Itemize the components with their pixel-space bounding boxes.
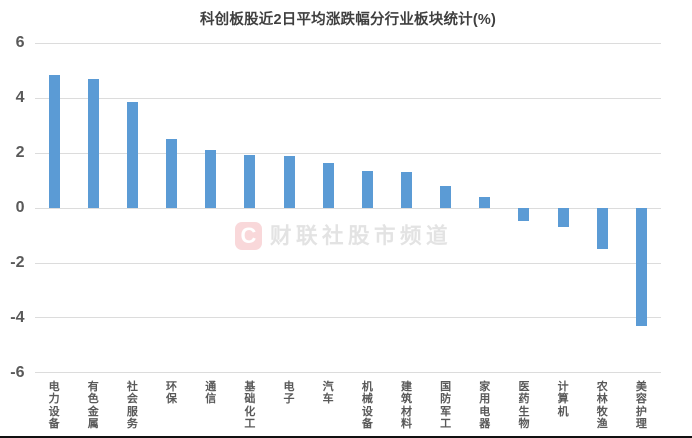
- x-axis-label: 社会服务: [126, 381, 138, 430]
- x-axis-label: 国防军工: [440, 381, 452, 430]
- y-axis-tick-label: 2: [15, 144, 25, 162]
- y-axis-tick-label: -2: [10, 254, 25, 271]
- x-axis-label: 电子: [283, 381, 295, 406]
- x-axis-label: 计算机: [557, 381, 569, 418]
- bar-社会服务: [126, 101, 138, 209]
- bar-医药生物: [518, 208, 530, 221]
- x-axis-label: 电力设备: [48, 381, 60, 430]
- x-axis-label: 机械设备: [361, 381, 373, 430]
- y-axis-tick-label: 4: [15, 89, 25, 107]
- bottom-divider: [0, 436, 692, 438]
- y-axis-tick-label: -4: [10, 308, 25, 326]
- x-axis-label: 通信: [205, 381, 217, 406]
- y-axis-tick-label: -6: [10, 363, 25, 381]
- gridline: [34, 372, 661, 374]
- bar-美容护理: [635, 208, 647, 327]
- gridline: [34, 97, 661, 99]
- bar-电子: [283, 156, 295, 209]
- bar-有色金属: [87, 78, 99, 209]
- x-axis-label: 环保: [166, 381, 178, 406]
- gridline: [34, 262, 661, 264]
- gridline: [34, 207, 661, 209]
- bar-建筑材料: [400, 171, 412, 209]
- x-axis-label: 汽车: [322, 381, 334, 406]
- bar-计算机: [557, 208, 569, 227]
- x-axis-label: 医药生物: [518, 381, 530, 430]
- x-axis-label: 有色金属: [87, 381, 99, 430]
- x-axis-label: 美容护理: [635, 381, 647, 430]
- bar-国防军工: [440, 186, 452, 209]
- bar-机械设备: [361, 171, 373, 209]
- gridline: [34, 42, 661, 44]
- x-axis-label: 基础化工: [244, 381, 256, 430]
- chart-title: 科创板股近2日平均涨跌幅分行业板块统计(%): [199, 12, 496, 28]
- bar-基础化工: [244, 154, 256, 209]
- bar-农林牧渔: [596, 208, 608, 250]
- y-axis-tick-label: 0: [15, 199, 25, 217]
- bar-家用电器: [479, 197, 491, 209]
- x-axis-label: 建筑材料: [400, 381, 412, 430]
- bar-环保: [166, 138, 178, 209]
- gridline: [34, 317, 661, 319]
- bar-电力设备: [48, 74, 60, 209]
- x-axis-label: 家用电器: [479, 381, 491, 430]
- gridline: [34, 152, 661, 154]
- bar-通信: [205, 150, 217, 209]
- x-axis-label: 农林牧渔: [596, 381, 608, 430]
- bar-汽车: [322, 162, 334, 209]
- y-axis-tick-label: 6: [15, 34, 25, 52]
